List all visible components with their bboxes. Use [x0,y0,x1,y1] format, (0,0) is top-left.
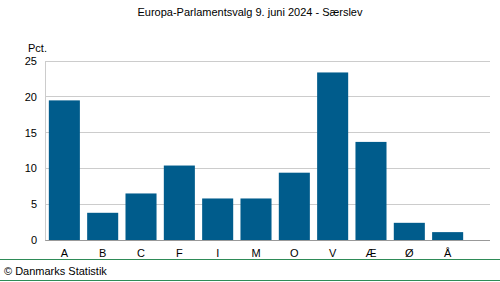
bar [355,142,386,240]
bar [164,166,195,240]
x-tick-label: V [329,247,337,259]
y-tick: 10 [25,162,45,174]
y-tick-label: 0 [31,234,37,246]
y-label: Pct. [28,42,47,54]
y-tick-label: 20 [25,91,37,103]
x-tick: Ø [405,240,414,259]
x-tick: V [329,240,337,259]
bar [240,198,271,240]
x-tick-label: O [290,247,299,259]
x-tick-label: Ø [405,247,414,259]
y-tick: 25 [25,55,45,67]
x-tick: Å [444,240,452,259]
bar [87,213,118,240]
bar [49,100,80,240]
grid-line [45,96,490,97]
y-axis-line [45,62,46,241]
x-tick-label: Å [444,247,452,259]
x-tick: O [290,240,299,259]
x-tick: A [61,240,69,259]
grid [45,61,490,240]
y-tick: 20 [25,91,45,103]
x-axis: ABCFIMOVÆØÅ [46,240,468,259]
y-tick-label: 10 [25,162,37,174]
y-tick: 0 [31,234,45,246]
bar [432,232,463,240]
x-tick-label: M [251,247,260,259]
x-tick-label: A [61,247,69,259]
x-tick-label: B [99,247,106,259]
bar [317,72,348,240]
y-tick: 5 [31,198,45,210]
x-tick-label: F [176,247,183,259]
x-tick: B [99,240,106,259]
x-tick: C [137,240,145,259]
footer-rule [0,259,500,260]
source: © Danmarks Statistik [4,265,107,277]
x-axis-line [46,240,468,241]
bar [125,193,156,240]
y-axis: 0 5 10 15 20 25 [25,55,46,246]
y-tick-label: 15 [25,127,37,139]
x-tick: F [176,240,183,259]
x-tick-label: Æ [365,247,376,259]
x-tick: I [216,240,219,259]
title: Europa-Parlamentsvalg 9. juni 2024 - Sær… [137,6,363,18]
x-tick-label: I [216,247,219,259]
x-tick-label: C [137,247,145,259]
x-tick: M [251,240,260,259]
grid-line [45,61,490,62]
x-tick: Æ [365,240,376,259]
bar [202,198,233,240]
grid-line [45,132,490,133]
bar [394,223,425,240]
y-tick: 15 [25,127,45,139]
y-tick-label: 5 [31,198,37,210]
bar [279,173,310,240]
grid-line [45,168,490,169]
bars [49,72,463,240]
bottom-rule [0,280,500,281]
y-tick-label: 25 [25,55,37,67]
chart: Europa-Parlamentsvalg 9. juni 2024 - Sær… [0,0,500,282]
